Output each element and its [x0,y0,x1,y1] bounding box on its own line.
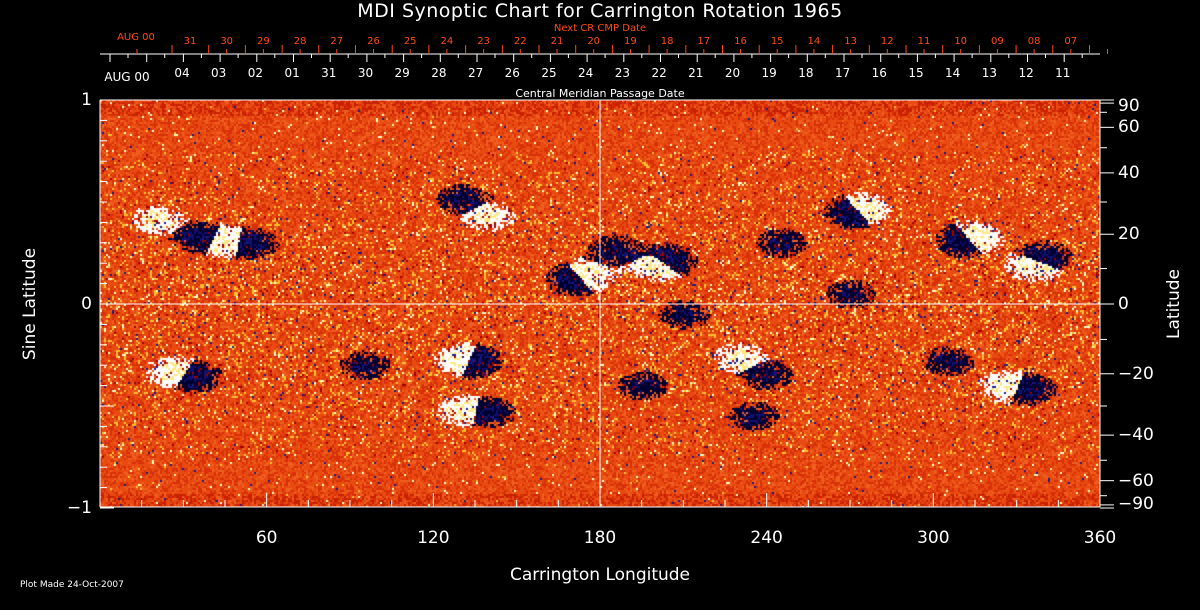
y2-tick-label: 90 [1118,96,1140,116]
next-cmp-date-label: 21 [550,36,564,47]
next-cmp-date-label: 12 [880,36,894,47]
cmp-date-label: 30 [357,66,374,80]
y-tick-label: −1 [66,498,92,518]
x-tick-label: 180 [583,528,617,548]
cmp-date-label: 22 [651,66,667,80]
cmp-date-label: 20 [724,66,741,80]
next-cmp-date-label: 23 [477,36,490,47]
next-cmp-date-label: 07 [1064,36,1078,47]
y2-tick-label: −40 [1118,425,1154,446]
cmp-date-label: 26 [504,66,520,80]
cmp-axis-label: Central Meridian Passage Date [515,87,685,100]
next-cmp-date-label: 10 [954,36,968,47]
cmp-date-label: 15 [908,66,924,80]
next-cmp-date-label: 08 [1027,36,1041,47]
cmp-start-label: AUG 00 [104,70,150,84]
x-axis-label: Carrington Longitude [509,565,691,585]
cmp-date-label: 19 [761,66,777,80]
next-cmp-axis-label: Next CR CMP Date [553,23,647,34]
next-cmp-date-label: 26 [367,36,380,47]
x-tick-label: 300 [917,528,950,548]
next-cmp-date-label: 18 [660,36,674,47]
next-cmp-date-label: 13 [844,36,857,47]
cmp-date-label: 11 [1055,66,1071,80]
next-cmp-date-label: 16 [734,36,747,47]
cmp-date-label: 27 [467,66,484,80]
cmp-date-label: 03 [211,66,227,80]
cmp-date-label: 13 [981,66,998,80]
cmp-date-label: 31 [321,66,337,80]
y2-tick-label: 40 [1118,162,1140,183]
cmp-date-label: 25 [541,66,557,80]
cmp-date-label: 23 [614,66,631,80]
y2-axis-label: Latitude [1164,269,1184,339]
next-cmp-start-label: AUG 00 [117,32,155,43]
y2-tick-label: −20 [1118,363,1154,384]
next-cmp-date-label: 15 [770,36,784,47]
next-cmp-date-label: 14 [807,36,821,47]
next-cmp-date-label: 28 [293,36,307,47]
next-cmp-date-label: 22 [513,36,527,47]
x-tick-label: 120 [417,528,450,548]
cmp-date-label: 18 [798,66,814,80]
cmp-date-label: 16 [871,66,887,80]
chart-title: MDI Synoptic Chart for Carrington Rotati… [357,0,843,22]
next-cmp-date-label: 20 [587,36,601,47]
next-cmp-date-label: 19 [624,36,637,47]
cmp-date-label: 21 [688,66,704,80]
cmp-date-label: 28 [431,66,447,80]
x-tick-label: 60 [255,528,278,548]
x-tick-label: 240 [750,528,783,548]
next-cmp-date-label: 09 [991,36,1004,47]
cmp-date-label: 29 [394,66,410,80]
next-cmp-date-label: 17 [697,36,711,47]
next-cmp-date-label: 30 [220,36,234,47]
cmp-date-label: 04 [174,66,190,80]
plot-made-note: Plot Made 24-Oct-2007 [20,580,124,590]
y-tick-label: 1 [81,90,92,110]
next-cmp-date-label: 25 [403,36,417,47]
cmp-date-label: 24 [578,66,594,80]
cmp-date-label: 17 [834,66,851,80]
cmp-date-label: 02 [247,66,264,80]
cmp-date-label: 12 [1018,66,1034,80]
x-tick-label: 360 [1083,528,1117,548]
y-tick-label: 0 [81,294,92,314]
next-cmp-date-label: 29 [257,36,270,47]
cmp-date-label: 14 [945,66,961,80]
y-axis-label: Sine Latitude [20,247,40,361]
cmp-date-label: 01 [284,66,300,80]
y2-tick-label: 60 [1118,117,1140,138]
y2-tick-label: −90 [1118,494,1154,514]
next-cmp-date-label: 31 [183,36,197,47]
y2-tick-label: 20 [1118,224,1140,245]
next-cmp-date-label: 27 [330,36,344,47]
next-cmp-date-label: 11 [917,36,931,47]
y2-tick-label: −60 [1118,470,1154,491]
y2-tick-label: 0 [1118,294,1129,314]
next-cmp-date-label: 24 [440,36,454,47]
